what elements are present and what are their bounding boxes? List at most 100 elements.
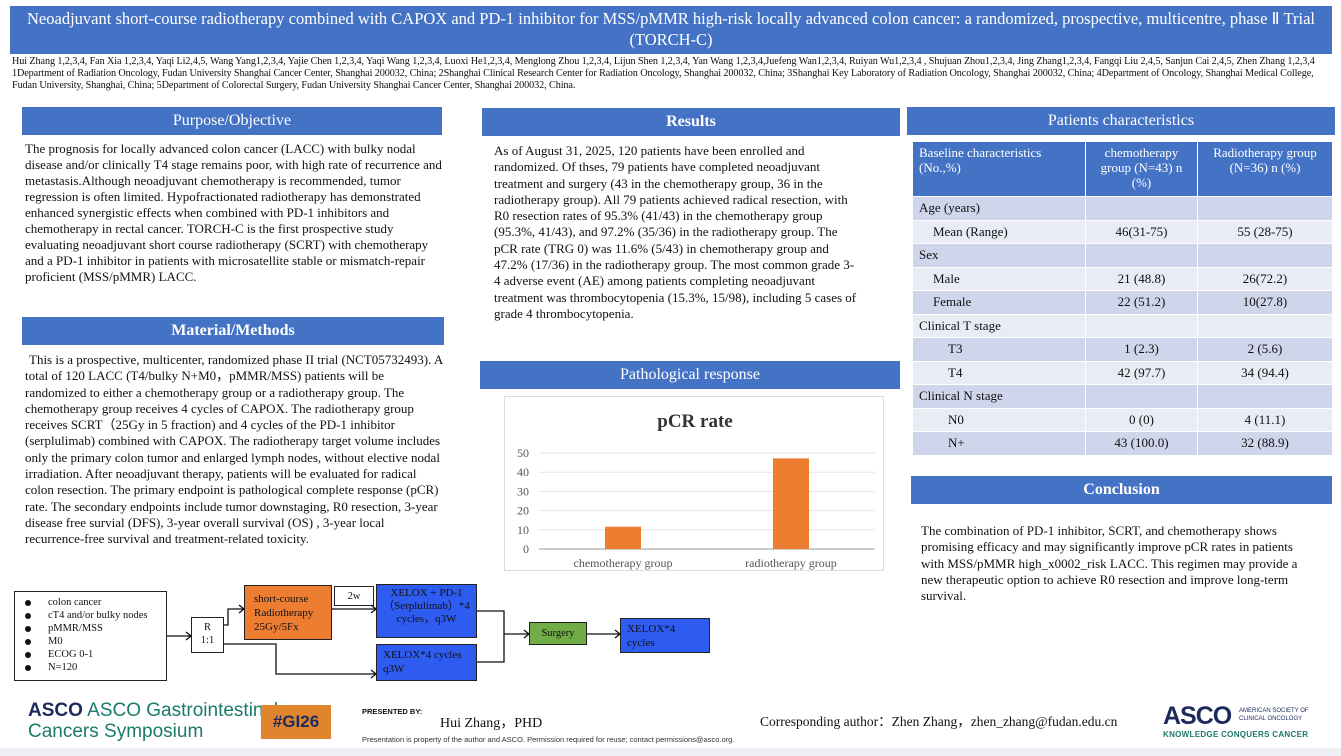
presenter-name: Hui Zhang，PHD (440, 716, 543, 731)
table-cell: 21 (48.8) (1085, 266, 1198, 291)
ratio-label: 1:1 (200, 635, 215, 646)
y-tick-label: 0 (523, 542, 529, 556)
corresponding-author: Corresponding author：Zhen Zhang，zhen_zha… (760, 714, 1118, 729)
table-row: Clinical N stage (912, 384, 1333, 409)
xelox-box: XELOX*4 cycles q3W (376, 644, 477, 681)
table-cell (1197, 384, 1333, 409)
table-cell (1085, 313, 1198, 338)
header-cell: Baseline characteristics (No.,%) (912, 141, 1086, 197)
bullet-icon (25, 664, 31, 671)
surgery-box: Surgery (529, 622, 587, 645)
criteria-item: cT4 and/or bulky nodes (25, 609, 166, 622)
bullet-icon (25, 651, 31, 658)
table-cell: 32 (88.9) (1197, 431, 1333, 456)
table-cell: 4 (11.1) (1197, 407, 1333, 432)
table-cell (1085, 384, 1198, 409)
adjuvant-xelox-box: XELOX*4 cycles (620, 618, 710, 653)
chart-title: pCR rate (657, 411, 732, 432)
table-cell (1197, 196, 1333, 221)
table-cell: 55 (28-75) (1197, 219, 1333, 244)
table-cell: N+ (912, 431, 1086, 456)
table-row: Male 21 (48.8) 26(72.2) (912, 266, 1333, 291)
pcr-rate-chart: pCR rate 0 10 20 30 40 50 chemotherapy group rad… (504, 396, 884, 571)
table-cell: T3 (912, 337, 1086, 362)
conclusion-heading: Conclusion (911, 476, 1332, 504)
xelox-pd1-box: XELOX + PD-1（Serplulimab）*4 cycles，q3W (376, 584, 477, 638)
authors: Hui Zhang 1,2,3,4, Fan Xia 1,2,3,4, Yaqi… (12, 56, 1315, 67)
purpose-text: The prognosis for locally advanced colon… (25, 141, 442, 284)
bullet-icon (25, 625, 31, 632)
interval-label: 2w (334, 586, 374, 606)
presented-by-label: PRESENTED BY: (362, 707, 423, 716)
table-row: Female 22 (51.2) 10(27.8) (912, 290, 1333, 315)
criteria-text: pMMR/MSS (48, 623, 103, 634)
table-cell: Age (years) (912, 196, 1086, 221)
bar (773, 458, 809, 549)
criteria-text: colon cancer (48, 597, 102, 608)
permission-notice: Presentation is property of the author a… (362, 735, 735, 744)
methods-text: This is a prospective, multicenter, rand… (25, 352, 443, 547)
asco-subtitle: AMERICAN SOCIETY OF CLINICAL ONCOLOGY (1239, 707, 1329, 723)
characteristics-table: Baseline characteristics (No.,%) chemoth… (912, 141, 1333, 456)
conclusion-text: The combination of PD-1 inhibitor, SCRT,… (921, 523, 1298, 604)
criteria-item: M0 (25, 635, 166, 648)
table-cell: 42 (97.7) (1085, 360, 1198, 385)
header-cell: chemotherapy group (N=43) n (%) (1085, 141, 1198, 197)
table-cell: Mean (Range) (912, 219, 1086, 244)
table-cell: Clinical T stage (912, 313, 1086, 338)
table-cell: 22 (51.2) (1085, 290, 1198, 315)
asco-wordmark: ASCO (1163, 702, 1232, 730)
table-row: T3 1 (2.3) 2 (5.6) (912, 337, 1333, 362)
results-heading: Results (482, 108, 900, 136)
y-tick-label: 10 (517, 523, 529, 537)
asco-logo: ASCO AMERICAN SOCIETY OF CLINICAL ONCOLOG… (1163, 702, 1309, 740)
eligibility-criteria-box: colon cancer cT4 and/or bulky nodes pMMR/M… (14, 591, 167, 681)
table-header-row: Baseline characteristics (No.,%) chemoth… (912, 141, 1333, 197)
table-cell: 26(72.2) (1197, 266, 1333, 291)
y-tick-label: 30 (517, 484, 529, 498)
pathology-heading: Pathological response (480, 361, 900, 389)
flow-arrows (167, 604, 622, 679)
results-text: As of August 31, 2025, 120 patients have… (494, 143, 857, 321)
table-row: Sex (912, 243, 1333, 268)
bullet-icon (25, 599, 31, 606)
table-cell: 34 (94.4) (1197, 360, 1333, 385)
x-tick-label: radiotherapy group (745, 556, 837, 570)
hashtag-badge: #GI26 (261, 705, 331, 739)
table-cell: 46(31-75) (1085, 219, 1198, 244)
table-cell: 2 (5.6) (1197, 337, 1333, 362)
authors-block: Hui Zhang 1,2,3,4, Fan Xia 1,2,3,4, Yaqi… (12, 56, 1334, 92)
criteria-text: M0 (48, 636, 63, 647)
table-row: Mean (Range) 46(31-75) 55 (28-75) (912, 219, 1333, 244)
table-cell: 10(27.8) (1197, 290, 1333, 315)
table-cell (1085, 196, 1198, 221)
bullet-icon (25, 638, 31, 645)
y-tick-label: 50 (517, 446, 529, 460)
criteria-text: N=120 (48, 662, 78, 673)
criteria-item: colon cancer (25, 596, 166, 609)
table-cell: N0 (912, 407, 1086, 432)
randomization-box: R 1:1 (191, 617, 224, 653)
table-row: Age (years) (912, 196, 1333, 221)
randomize-label: R (203, 622, 211, 633)
criteria-text: ECOG 0-1 (48, 649, 94, 660)
table-cell (1197, 243, 1333, 268)
table-cell: 43 (100.0) (1085, 431, 1198, 456)
table-row: N+ 43 (100.0) 32 (88.9) (912, 431, 1333, 456)
asco-gi-logo: ASCO ASCO Gastrointestinal Cancers Sympo… (28, 700, 278, 742)
table-row: T4 42 (97.7) 34 (94.4) (912, 360, 1333, 385)
affiliations: 1Department of Radiation Oncology, Fudan… (12, 68, 1314, 91)
table-cell (1085, 243, 1198, 268)
y-tick-label: 40 (517, 465, 529, 479)
table-cell (1197, 313, 1333, 338)
header-cell: Radiotherapy group (N=36) n (%) (1197, 141, 1333, 197)
bar (605, 526, 641, 549)
scrt-box: short-course Radiotherapy 25Gy/5Fx (244, 585, 332, 640)
methods-heading: Material/Methods (22, 317, 444, 345)
footer-strip (0, 748, 1341, 756)
criteria-item: N=120 (25, 661, 166, 674)
logo-line-2: Cancers Symposium (28, 721, 204, 742)
asco-tagline: KNOWLEDGE CONQUERS CANCER (1163, 730, 1309, 739)
criteria-item: pMMR/MSS (25, 622, 166, 635)
criteria-item: ECOG 0-1 (25, 648, 166, 661)
